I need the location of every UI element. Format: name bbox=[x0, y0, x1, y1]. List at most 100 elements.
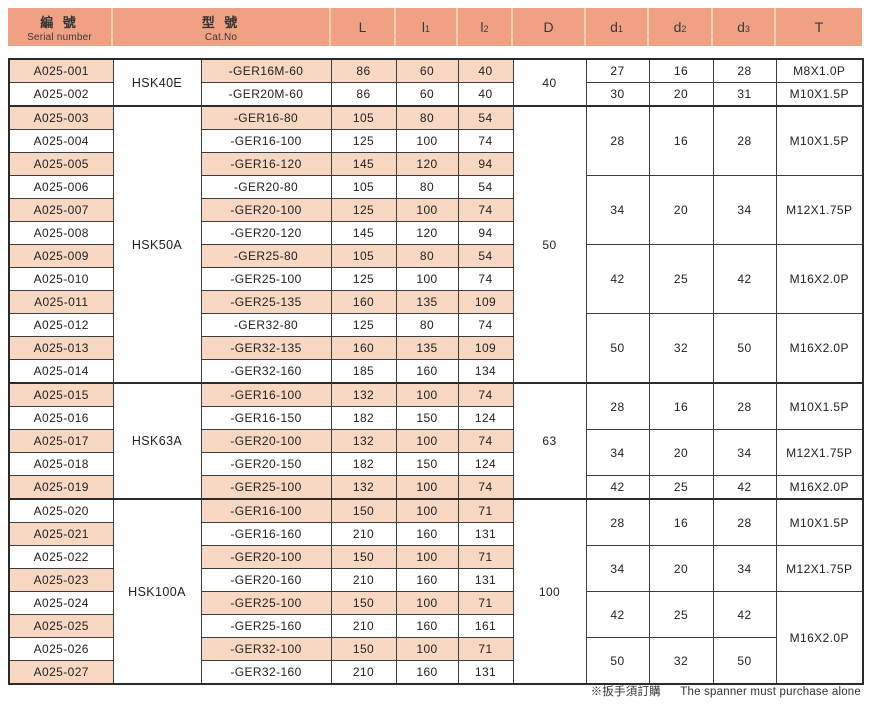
length-l2-cell: 109 bbox=[457, 290, 514, 314]
length-l2-cell: 74 bbox=[457, 313, 514, 337]
diameter-d2-cell: 32 bbox=[648, 637, 714, 685]
length-l2-cell: 124 bbox=[457, 406, 514, 430]
length-L-cell: 182 bbox=[330, 406, 397, 430]
thread-T-cell: M10X1.5P bbox=[775, 382, 864, 430]
model-cell: HSK63A bbox=[112, 382, 202, 500]
footnote-zh: ※扳手須訂購 bbox=[590, 686, 661, 698]
model-cell: HSK50A bbox=[112, 105, 202, 384]
length-l1-cell: 100 bbox=[395, 498, 459, 523]
catno-cell: -GER20-100 bbox=[200, 545, 332, 569]
serial-cell: A025-003 bbox=[8, 105, 114, 130]
col-header-d2: d2 bbox=[647, 8, 712, 46]
length-l2-cell: 54 bbox=[457, 244, 514, 268]
table-row: A025-025 -GER25-160 210 160 161 bbox=[8, 614, 863, 638]
length-L-cell: 125 bbox=[330, 129, 397, 153]
serial-cell: A025-007 bbox=[8, 198, 114, 222]
length-L-cell: 132 bbox=[330, 475, 397, 500]
catno-cell: -GER20-120 bbox=[200, 221, 332, 245]
catno-cell: -GER32-80 bbox=[200, 313, 332, 337]
diameter-d1-cell: 28 bbox=[585, 105, 650, 176]
footnote-en: The spanner must purchase alone bbox=[680, 686, 861, 698]
length-l2-cell: 71 bbox=[457, 637, 514, 661]
length-l1-cell: 100 bbox=[395, 475, 459, 500]
diameter-d2-cell: 25 bbox=[648, 475, 714, 500]
diameter-d1-cell: 27 bbox=[585, 58, 650, 83]
length-L-cell: 86 bbox=[330, 58, 397, 83]
thread-T-cell: M10X1.5P bbox=[775, 105, 864, 176]
length-L-cell: 210 bbox=[330, 614, 397, 638]
length-l1-cell: 100 bbox=[395, 267, 459, 291]
diameter-d2-cell: 20 bbox=[648, 545, 714, 592]
length-l1-cell: 60 bbox=[395, 58, 459, 83]
thread-T-cell: M16X2.0P bbox=[775, 475, 864, 500]
length-L-cell: 125 bbox=[330, 267, 397, 291]
catno-cell: -GER25-100 bbox=[200, 475, 332, 500]
length-l2-cell: 131 bbox=[457, 568, 514, 592]
table-row: A025-004 -GER16-100 125 100 74 bbox=[8, 129, 863, 153]
col-header-d1: d1 bbox=[584, 8, 648, 46]
catno-cell: -GER32-135 bbox=[200, 336, 332, 360]
length-l1-cell: 150 bbox=[395, 406, 459, 430]
diameter-d3-cell: 42 bbox=[712, 475, 777, 500]
diameter-d2-cell: 16 bbox=[648, 105, 714, 176]
diameter-d2-cell: 16 bbox=[648, 382, 714, 430]
catno-cell: -GER32-100 bbox=[200, 637, 332, 661]
length-l2-cell: 74 bbox=[457, 382, 514, 407]
serial-cell: A025-023 bbox=[8, 568, 114, 592]
length-l1-cell: 80 bbox=[395, 313, 459, 337]
serial-cell: A025-005 bbox=[8, 152, 114, 176]
length-l1-cell: 80 bbox=[395, 244, 459, 268]
serial-cell: A025-016 bbox=[8, 406, 114, 430]
diameter-d1-cell: 42 bbox=[585, 244, 650, 314]
serial-cell: A025-002 bbox=[8, 82, 114, 107]
serial-cell: A025-024 bbox=[8, 591, 114, 615]
thread-T-cell: M10X1.5P bbox=[775, 82, 864, 107]
length-l1-cell: 135 bbox=[395, 336, 459, 360]
table-row: A025-024 -GER25-100 150 100 71 42 25 42 M16X2.0P bbox=[8, 591, 864, 685]
col-header-L: L bbox=[329, 8, 395, 46]
catno-cell: -GER16-100 bbox=[200, 498, 332, 523]
table-row: A025-011 -GER25-135 160 135 109 bbox=[8, 290, 863, 314]
length-l1-cell: 100 bbox=[395, 545, 459, 569]
length-l2-cell: 124 bbox=[457, 452, 514, 476]
length-l1-cell: 100 bbox=[395, 429, 459, 453]
length-l1-cell: 80 bbox=[395, 175, 459, 199]
diameter-d1-cell: 34 bbox=[585, 429, 650, 476]
length-l2-cell: 74 bbox=[457, 267, 514, 291]
length-L-cell: 132 bbox=[330, 429, 397, 453]
col-header-d3: d3 bbox=[711, 8, 775, 46]
length-l2-cell: 109 bbox=[457, 336, 514, 360]
table-row: A025-020 HSK100A -GER16-100 150 100 71 100 28 16… bbox=[8, 498, 864, 685]
length-L-cell: 150 bbox=[330, 591, 397, 615]
length-l1-cell: 100 bbox=[395, 591, 459, 615]
diameter-D-cell: 50 bbox=[512, 105, 587, 384]
footnote: ※扳手須訂購 The spanner must purchase alone bbox=[591, 683, 861, 699]
table-body: A025-001 HSK40E -GER16M-60 86 60 40 40 27 16 28 M8… bbox=[8, 58, 864, 685]
diameter-d3-cell: 28 bbox=[712, 382, 777, 430]
col-header-l1: l1 bbox=[394, 8, 457, 46]
catno-cell: -GER16-80 bbox=[200, 105, 332, 130]
table-row: A025-010 -GER25-100 125 100 74 bbox=[8, 267, 863, 291]
length-l1-cell: 100 bbox=[395, 637, 459, 661]
serial-cell: A025-010 bbox=[8, 267, 114, 291]
length-l2-cell: 94 bbox=[457, 152, 514, 176]
length-L-cell: 182 bbox=[330, 452, 397, 476]
length-l2-cell: 71 bbox=[457, 545, 514, 569]
table-row: A025-016 -GER16-150 182 150 124 bbox=[8, 406, 863, 430]
catno-header-zh: 型 號 bbox=[201, 14, 241, 30]
length-L-cell: 86 bbox=[330, 82, 397, 107]
diameter-d1-cell: 50 bbox=[585, 313, 650, 384]
serial-cell: A025-012 bbox=[8, 313, 114, 337]
table-row: A025-027 -GER32-160 210 160 131 bbox=[8, 660, 863, 685]
length-l1-cell: 120 bbox=[395, 152, 459, 176]
length-l2-cell: 54 bbox=[457, 175, 514, 199]
diameter-d2-cell: 25 bbox=[648, 591, 714, 638]
diameter-D-cell: 63 bbox=[512, 382, 587, 500]
serial-cell: A025-015 bbox=[8, 382, 114, 407]
length-l1-cell: 160 bbox=[395, 660, 459, 685]
diameter-d2-cell: 16 bbox=[648, 498, 714, 546]
length-L-cell: 150 bbox=[330, 637, 397, 661]
diameter-d2-cell: 16 bbox=[648, 58, 714, 83]
